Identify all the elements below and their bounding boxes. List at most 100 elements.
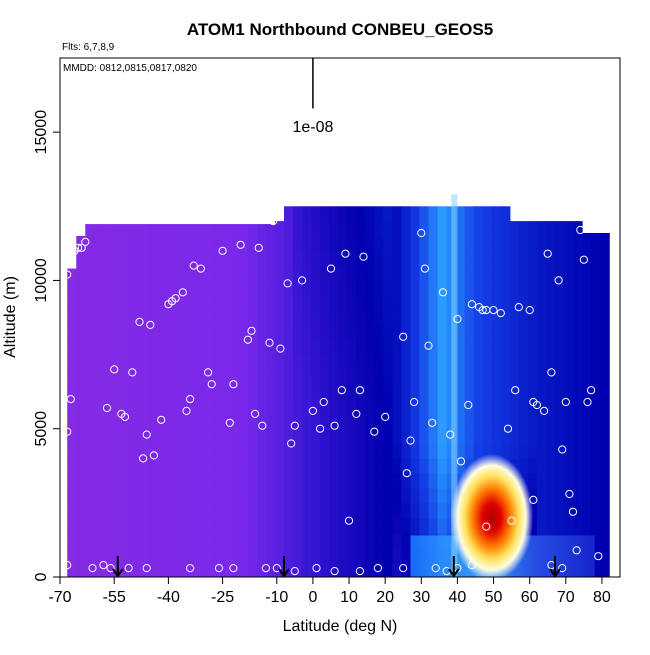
heatmap-cell	[545, 354, 556, 370]
sample-point	[482, 522, 491, 531]
heatmap-cell	[464, 428, 475, 445]
heatmap-cell	[419, 488, 430, 504]
heatmap-cell	[410, 443, 421, 459]
heatmap-cell	[157, 339, 168, 356]
heatmap-cell	[437, 339, 448, 356]
heatmap-cell	[410, 502, 421, 519]
heatmap-cell	[428, 354, 439, 370]
heatmap-cell	[518, 384, 529, 400]
heatmap-cell	[347, 488, 357, 504]
heatmap-cell	[365, 324, 375, 341]
heatmap-cell	[202, 413, 213, 430]
sample-point	[74, 243, 83, 252]
heatmap-cell	[320, 532, 330, 548]
heatmap-cell	[356, 413, 366, 430]
heatmap-cell	[157, 369, 168, 385]
heatmap-cell	[247, 310, 258, 326]
heatmap-cell	[554, 250, 565, 267]
heatmap-cell	[419, 517, 430, 534]
heatmap-cell	[67, 517, 77, 534]
heatmap-cell	[85, 428, 95, 445]
heatmap-cell	[600, 473, 610, 489]
heatmap-cell	[582, 473, 592, 489]
heatmap-cell	[545, 502, 556, 519]
heatmap-cell	[256, 428, 267, 445]
heatmap-cell	[85, 369, 95, 385]
heatmap-cell	[103, 458, 113, 474]
heatmap-cell	[220, 532, 231, 548]
heatmap-cell	[284, 458, 294, 474]
heatmap-cell	[338, 206, 348, 222]
heatmap-cell	[112, 428, 123, 445]
heatmap-cell	[184, 354, 195, 370]
heatmap-cell	[157, 532, 168, 548]
heatmap-cell	[166, 517, 177, 534]
heatmap-cell	[67, 399, 77, 415]
heatmap-cell	[76, 384, 86, 400]
heatmap-cell	[148, 354, 159, 370]
heatmap-cell	[76, 235, 86, 252]
heatmap-cell	[103, 562, 113, 577]
heatmap-cell	[582, 280, 592, 296]
sample-point	[456, 457, 466, 466]
heatmap-cell	[582, 232, 592, 237]
heatmap-cell	[184, 443, 195, 459]
heatmap-cell	[112, 399, 123, 415]
heatmap-cell	[130, 224, 141, 237]
heatmap-cell	[211, 324, 222, 341]
heatmap-cell	[500, 265, 511, 282]
heatmap-cell	[139, 310, 150, 326]
heatmap-cell	[202, 224, 213, 237]
heatmap-cell	[202, 369, 213, 385]
heatmap-cell	[392, 458, 403, 474]
sample-point	[261, 564, 270, 573]
heatmap-cell	[545, 517, 556, 534]
heatmap-cell	[527, 369, 538, 385]
heatmap-cell	[311, 458, 321, 474]
heatmap-cell	[121, 339, 132, 356]
heatmap-cell	[211, 562, 222, 577]
heatmap-cell	[265, 502, 276, 519]
heatmap-cell	[76, 473, 86, 489]
heatmap-cell	[545, 458, 556, 474]
heatmap-cell	[509, 428, 520, 445]
heatmap-cell	[554, 502, 565, 519]
heatmap-cell	[157, 384, 168, 400]
heatmap-cell	[428, 250, 439, 267]
heatmap-cell	[554, 324, 565, 341]
heatmap-cell	[383, 413, 393, 430]
heatmap-cell	[482, 280, 493, 296]
heatmap-cell	[220, 295, 231, 311]
heatmap-cell	[365, 488, 375, 504]
heatmap-cell	[365, 443, 375, 459]
heatmap-cell	[121, 250, 132, 267]
heatmap-cell	[112, 280, 123, 296]
sample-point	[406, 436, 415, 445]
sample-point	[106, 564, 115, 573]
heatmap-cell	[437, 458, 448, 474]
heatmap-cell	[374, 502, 384, 519]
heatmap-cell	[383, 324, 393, 341]
heatmap-cell	[166, 369, 177, 385]
heatmap-cell	[582, 384, 592, 400]
heatmap-cell	[437, 517, 448, 534]
heatmap-cell	[545, 221, 556, 237]
heatmap-cell	[166, 532, 177, 548]
heatmap-cell	[229, 224, 240, 237]
heatmap-cell	[302, 310, 312, 326]
heatmap-cell	[311, 310, 321, 326]
heatmap-cell	[536, 399, 547, 415]
sample-point	[236, 240, 245, 249]
heatmap-cell	[103, 517, 113, 534]
heatmap-cell	[67, 310, 77, 326]
heatmap-cell	[112, 354, 123, 370]
x-tick-label: -40	[157, 589, 180, 606]
heatmap-cell	[139, 399, 150, 415]
heatmap-cell	[509, 369, 520, 385]
heatmap-cell	[410, 517, 421, 534]
heatmap-cell	[220, 413, 231, 430]
heatmap-cell	[247, 502, 258, 519]
heatmap-cell	[148, 224, 159, 237]
heatmap-cell	[184, 224, 195, 237]
heatmap-cell	[582, 339, 592, 356]
